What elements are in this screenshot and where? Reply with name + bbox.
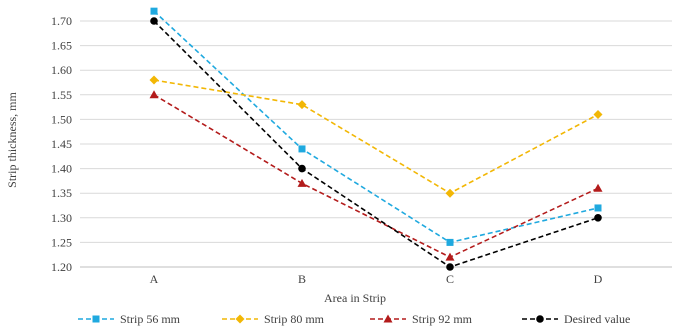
legend-marker: [383, 314, 393, 323]
series-desired-value: [150, 17, 602, 271]
legend-label: Strip 56 mm: [120, 312, 181, 326]
x-axis-title: Area in Strip: [324, 291, 386, 305]
x-tick-label: A: [150, 272, 159, 286]
data-point: [149, 75, 159, 85]
y-tick-label: 1.55: [51, 88, 72, 102]
legend-label: Strip 92 mm: [412, 312, 473, 326]
legend-marker: [536, 315, 544, 323]
data-point: [150, 17, 158, 25]
data-point: [445, 252, 455, 261]
data-point: [594, 214, 602, 222]
legend-marker: [235, 314, 245, 324]
data-point: [297, 178, 307, 187]
y-tick-label: 1.50: [51, 112, 72, 126]
legend-item: Strip 92 mm: [370, 312, 473, 326]
series-strip-92-mm: [149, 90, 603, 261]
data-point: [150, 7, 158, 15]
data-point: [297, 100, 307, 110]
data-point: [446, 263, 454, 271]
legend: Strip 56 mm Strip 80 mm Strip 92 mm Desired…: [78, 312, 630, 326]
data-point: [298, 164, 306, 173]
series-line: [153, 20, 599, 268]
legend-marker: [92, 315, 100, 323]
data-point: [445, 188, 455, 198]
legend-label: Desired value: [564, 312, 630, 326]
y-axis-title: Strip thickness, mm: [5, 92, 19, 188]
x-tick-label: B: [298, 272, 306, 286]
y-tick-label: 1.20: [51, 260, 72, 274]
y-tick-label: 1.35: [51, 186, 72, 200]
y-tick-label: 1.60: [51, 63, 72, 77]
x-tick-label: C: [446, 272, 454, 286]
y-tick-label: 1.40: [51, 162, 72, 176]
y-tick-label: 1.70: [51, 14, 72, 28]
gridlines: [80, 20, 672, 268]
series-line: [153, 79, 599, 195]
legend-item: Strip 56 mm: [78, 312, 181, 326]
series-strip-56-mm: [150, 7, 602, 246]
y-tick-label: 1.25: [51, 235, 72, 249]
data-point: [593, 183, 603, 192]
legend-label: Strip 80 mm: [264, 312, 325, 326]
data-point: [594, 204, 602, 212]
legend-item: Strip 80 mm: [222, 312, 325, 326]
data-point: [149, 90, 159, 99]
series-line: [153, 10, 599, 244]
series-strip-80-mm: [149, 75, 603, 198]
series-line: [153, 94, 599, 259]
data-point: [593, 109, 603, 119]
y-tick-label: 1.45: [51, 137, 72, 151]
data-point: [298, 145, 306, 153]
y-tick-label: 1.30: [51, 211, 72, 225]
axes: 1.20 1.25 1.30 1.35 1.40 1.45 1.50 1.55 1.60 1.65…: [51, 14, 672, 286]
series: [149, 7, 603, 271]
legend-item: Desired value: [522, 312, 630, 326]
x-tick-label: D: [594, 272, 603, 286]
data-point: [446, 238, 454, 246]
y-tick-label: 1.65: [51, 39, 72, 53]
